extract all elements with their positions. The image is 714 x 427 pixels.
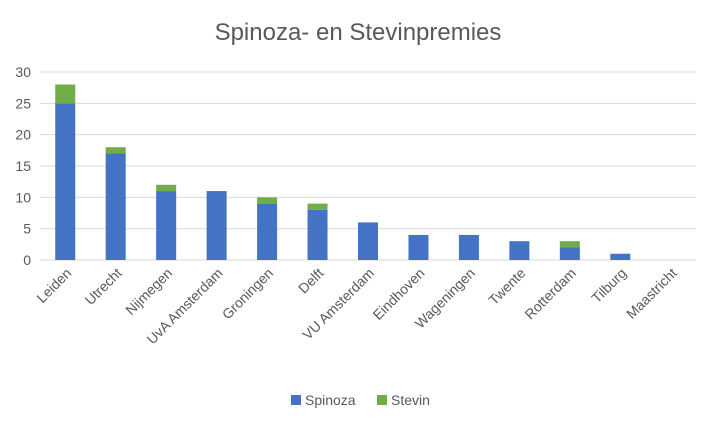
y-tick-label: 25 bbox=[15, 95, 31, 111]
y-tick-label: 10 bbox=[15, 189, 31, 205]
legend-label-stevin: Stevin bbox=[391, 392, 430, 408]
x-tick-label: Rotterdam bbox=[521, 265, 579, 323]
x-tick-label: Maastricht bbox=[623, 265, 680, 322]
bar-spinoza-vu-amsterdam bbox=[358, 222, 378, 260]
x-tick-label: Twente bbox=[485, 265, 528, 308]
bar-spinoza-delft bbox=[307, 209, 328, 260]
x-tick-label: Utrecht bbox=[82, 265, 125, 308]
bar-spinoza-rotterdam bbox=[559, 247, 580, 260]
gridlines bbox=[40, 71, 696, 261]
legend: Spinoza Stevin bbox=[291, 392, 430, 408]
bar-spinoza-uva-amsterdam bbox=[206, 191, 227, 260]
legend-label-spinoza: Spinoza bbox=[305, 392, 356, 408]
bar-stevin-leiden bbox=[55, 84, 76, 104]
legend-swatch-stevin bbox=[377, 395, 387, 405]
x-tick-label: Nijmegen bbox=[122, 265, 175, 318]
y-tick-label: 0 bbox=[23, 252, 31, 268]
y-tick-label: 30 bbox=[15, 64, 31, 80]
x-tick-label: Delft bbox=[295, 265, 327, 297]
bar-spinoza-leiden bbox=[55, 103, 76, 260]
bar-spinoza-eindhoven bbox=[408, 234, 429, 260]
bar-stevin-groningen bbox=[257, 197, 278, 204]
x-tick-label: Tilburg bbox=[588, 265, 629, 306]
x-tick-label: Leiden bbox=[33, 265, 74, 306]
bar-spinoza-tilburg bbox=[610, 253, 631, 260]
y-tick-label: 5 bbox=[23, 221, 31, 237]
y-tick-label: 15 bbox=[15, 158, 31, 174]
bar-spinoza-wageningen bbox=[458, 234, 479, 260]
legend-swatch-spinoza bbox=[291, 395, 301, 405]
bar-stevin-rotterdam bbox=[559, 241, 580, 248]
bar-spinoza-nijmegen bbox=[156, 191, 177, 260]
x-tick-label: Groningen bbox=[219, 265, 277, 323]
bar-spinoza-twente bbox=[509, 241, 530, 260]
y-axis-ticks: 0 5 10 15 20 25 30 bbox=[15, 64, 31, 268]
y-tick-label: 20 bbox=[15, 127, 31, 143]
bar-stevin-delft bbox=[307, 203, 328, 210]
bar-spinoza-groningen bbox=[257, 203, 278, 260]
bar-stevin-nijmegen bbox=[156, 184, 177, 192]
bar-spinoza-utrecht bbox=[105, 153, 126, 260]
bars bbox=[55, 84, 631, 260]
bar-stevin-utrecht bbox=[105, 147, 126, 154]
chart-title: Spinoza- en Stevinpremies bbox=[215, 19, 502, 46]
